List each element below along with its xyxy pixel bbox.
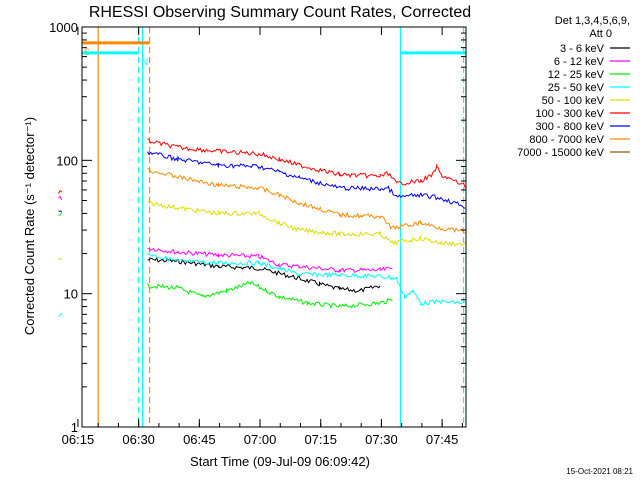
x-tick-label-6: 07:45 — [426, 432, 459, 447]
series-line-1 — [58, 195, 393, 274]
legend-label-5: 100 - 300 keV — [536, 108, 605, 120]
x-tick-label-4: 07:15 — [304, 432, 337, 447]
y-tick-label-1: 10 — [64, 287, 78, 302]
legend-header-line-2: Att 0 — [589, 28, 612, 40]
legend-label-2: 12 - 25 keV — [548, 69, 605, 81]
y-tick-label-0: 1 — [71, 420, 78, 435]
legend-label-6: 300 - 800 keV — [536, 121, 605, 133]
series-line-5 — [58, 138, 466, 194]
series-line-3 — [58, 252, 466, 317]
legend-label-7: 800 - 7000 keV — [529, 134, 604, 146]
series-line-6 — [58, 151, 466, 212]
legend-label-3: 25 - 50 keV — [548, 82, 605, 94]
y-tick-label-2: 100 — [56, 153, 78, 168]
series-line-7 — [147, 167, 466, 234]
y-axis-label: Corrected Count Rate (s⁻¹ detector⁻¹) — [22, 117, 37, 335]
x-axis: 06:15 06:30 06:45 07:00 07:15 07:30 07:45 — [62, 27, 463, 447]
x-tick-label-1: 06:30 — [122, 432, 155, 447]
series-line-4 — [58, 200, 466, 261]
legend-label-0: 3 - 6 keV — [560, 43, 605, 55]
flag-label-1: N — [142, 57, 149, 67]
chart-title: RHESSI Observing Summary Count Rates, Co… — [89, 4, 471, 21]
legend-label-4: 50 - 100 keV — [542, 95, 605, 107]
legend-label-8: 7000 - 15000 keV — [517, 147, 605, 159]
series-line-0 — [147, 257, 381, 294]
x-tick-label-0: 06:15 — [62, 432, 95, 447]
x-tick-label-5: 07:30 — [365, 432, 398, 447]
y-tick-label-3: 1000 — [49, 20, 78, 35]
footer-timestamp: 15-Oct-2021 08:21 — [566, 467, 633, 476]
plot-area: SN — [58, 27, 466, 427]
x-tick-label-3: 07:00 — [244, 432, 277, 447]
x-axis-label: Start Time (09-Jul-09 06:09:42) — [190, 454, 370, 469]
y-axis: 1 10 100 1000 — [49, 20, 466, 435]
legend-label-1: 6 - 12 keV — [554, 56, 605, 68]
plot-frame — [81, 26, 467, 428]
series-line-2 — [58, 211, 393, 310]
x-tick-label-2: 06:45 — [183, 432, 216, 447]
legend-header-line-1: Det 1,3,4,5,6,9, — [555, 15, 630, 27]
